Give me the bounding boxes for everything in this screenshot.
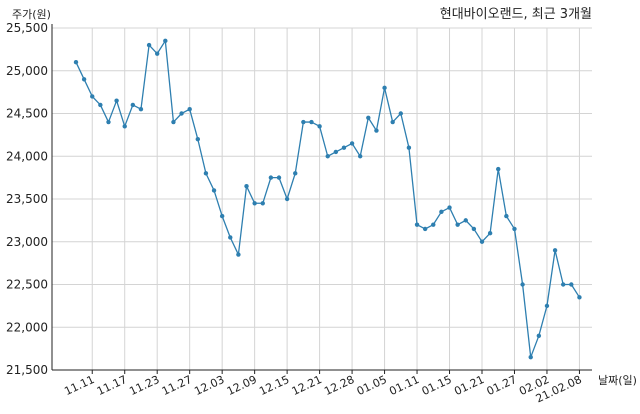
price-point (479, 239, 485, 244)
price-point (561, 282, 566, 287)
x-tick-label: 12.09 (225, 373, 259, 398)
x-tick-label: 01.11 (387, 373, 421, 398)
price-point (520, 282, 525, 287)
y-tick-label: 23,000 (6, 235, 48, 249)
x-tick-label: 01.27 (485, 373, 519, 398)
x-axis-label: 날짜(일) (598, 373, 637, 387)
price-point (252, 201, 257, 206)
x-tick-label: 12.03 (192, 373, 226, 398)
price-point (577, 295, 582, 300)
price-point (528, 354, 533, 360)
price-point (455, 222, 460, 227)
price-point (471, 226, 477, 232)
price-point (447, 205, 452, 210)
price-point (260, 201, 265, 206)
price-point (138, 107, 144, 112)
price-point (163, 38, 168, 44)
price-point (552, 248, 558, 253)
price-point (146, 42, 152, 48)
price-point (544, 303, 550, 309)
price-point (187, 107, 192, 112)
price-point (496, 166, 501, 172)
price-point (122, 124, 127, 129)
x-tick-label: 01.15 (420, 373, 454, 398)
x-tick-label: 12.21 (290, 373, 324, 398)
price-point (422, 226, 428, 232)
price-point (325, 154, 330, 159)
series-layer (73, 38, 582, 360)
price-point (569, 282, 574, 287)
y-tick-label: 25,500 (6, 21, 48, 35)
x-tick-label: 11.23 (127, 373, 161, 398)
price-point (463, 218, 468, 223)
price-point (81, 77, 87, 82)
y-tick-label: 21,500 (6, 363, 48, 377)
x-tick-label: 12.28 (322, 373, 356, 398)
price-point (406, 145, 412, 150)
price-point (487, 231, 493, 236)
price-point (244, 183, 249, 189)
price-point (374, 128, 379, 133)
price-point (349, 141, 355, 146)
price-point (130, 102, 136, 108)
y-tick-label: 25,000 (6, 64, 48, 78)
x-tick-label: 01.21 (452, 373, 486, 398)
price-point (114, 98, 119, 103)
price-point (398, 111, 403, 116)
price-point (366, 115, 371, 120)
price-point (211, 188, 217, 193)
y-tick-label: 24,500 (6, 107, 48, 121)
price-point (98, 102, 103, 108)
price-point (439, 209, 444, 215)
y-tick-label: 22,000 (6, 320, 48, 334)
price-point (414, 222, 420, 227)
y-tick-label: 23,500 (6, 192, 48, 206)
price-point (276, 175, 282, 180)
price-point (341, 145, 347, 150)
price-point (317, 124, 322, 129)
y-tick-label: 24,000 (6, 149, 48, 163)
price-point (431, 222, 436, 227)
price-point (358, 154, 363, 159)
price-point (268, 175, 274, 180)
price-point (382, 85, 387, 91)
price-point (504, 213, 509, 219)
price-point (536, 333, 542, 338)
price-point (284, 196, 290, 202)
price-point (171, 119, 176, 125)
grid-layer (52, 27, 592, 371)
price-point (333, 149, 339, 155)
axis-layer: 21,500 22,000 22,500 23,000 23,500 24,000 24,5… (6, 21, 592, 405)
price-point (90, 94, 95, 99)
chart-title: 현대바이오랜드, 최근 3개월 (440, 7, 592, 22)
y-tick-label: 22,500 (6, 278, 48, 292)
label-layer: 현대바이오랜드, 최근 3개월 주가(원) 날짜(일) (12, 7, 637, 387)
price-point (301, 119, 306, 125)
x-tick-label: 11.27 (160, 373, 194, 398)
x-tick-label: 11.17 (95, 373, 129, 398)
price-point (293, 171, 298, 176)
price-point (228, 235, 233, 240)
price-point (73, 60, 79, 65)
y-axis-label: 주가(원) (12, 8, 51, 21)
price-point (236, 252, 241, 257)
x-tick-label: 01.05 (355, 373, 389, 398)
price-point (203, 171, 209, 176)
price-point (179, 111, 184, 116)
x-tick-label: 11.11 (62, 373, 96, 398)
price-point (195, 136, 200, 142)
x-tick-label: 12.15 (257, 373, 291, 398)
price-point (219, 213, 225, 219)
price-point (309, 119, 314, 125)
price-point (106, 119, 111, 125)
price-point (512, 226, 517, 232)
price-point (390, 119, 395, 125)
price-point (155, 51, 160, 56)
